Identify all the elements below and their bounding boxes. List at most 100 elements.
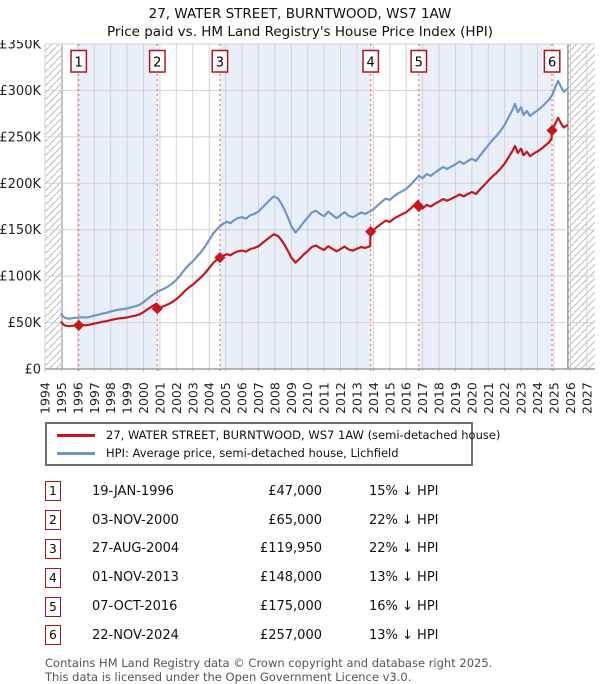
- sale-number-badge: 6: [45, 625, 61, 646]
- sale-number-badge: 4: [45, 567, 61, 588]
- svg-text:1996: 1996: [70, 382, 85, 414]
- y-axis-labels: £0 £50K £100K £150K £200K £250K £300K £350K: [0, 40, 41, 378]
- page-subtitle: Price paid vs. HM Land Registry's House …: [107, 24, 493, 40]
- svg-text:2017: 2017: [415, 382, 430, 414]
- svg-text:£150K: £150K: [0, 223, 41, 238]
- svg-text:2025: 2025: [547, 382, 562, 414]
- svg-text:2021: 2021: [481, 382, 496, 414]
- svg-text:£50K: £50K: [8, 316, 42, 331]
- sale-date: 01-NOV-2013: [92, 570, 179, 586]
- sale-number-box: [410, 49, 428, 73]
- legend-row-price: 27, WATER STREET, BURNTWOOD, WS7 1AW (se…: [57, 426, 500, 444]
- svg-text:2000: 2000: [136, 382, 151, 414]
- svg-text:1994: 1994: [38, 382, 53, 414]
- sale-price: £119,950: [259, 541, 322, 557]
- svg-text:2010: 2010: [300, 382, 315, 414]
- sale-vs-hpi: 13% ↓ HPI: [369, 627, 439, 643]
- svg-text:2005: 2005: [218, 382, 233, 414]
- page-title: 27, WATER STREET, BURNTWOOD, WS7 1AW: [148, 6, 452, 22]
- svg-text:2003: 2003: [185, 382, 200, 414]
- price-paid-line: [60, 116, 569, 328]
- svg-text:£200K: £200K: [0, 177, 41, 192]
- table-row: 2 03-NOV-2000 £65,000 22% ↓ HPI: [45, 506, 600, 535]
- footer-line-2: This data is licensed under the Open Gov…: [45, 669, 412, 684]
- legend-row-hpi: HPI: Average price, semi-detached house,…: [57, 444, 465, 462]
- hpi-line-swatch: [57, 451, 95, 455]
- svg-text:£300K: £300K: [0, 84, 41, 99]
- sale-price: £47,000: [268, 483, 322, 499]
- sale-number-box: [70, 49, 88, 73]
- svg-text:2015: 2015: [382, 382, 397, 414]
- price-line-swatch: [57, 433, 95, 437]
- sale-price: £175,000: [259, 599, 322, 615]
- svg-text:2001: 2001: [152, 382, 167, 414]
- svg-text:2018: 2018: [432, 382, 447, 414]
- hpi-line: [60, 79, 569, 320]
- footer-line-1: Contains HM Land Registry data © Crown c…: [45, 655, 493, 670]
- svg-text:£350K: £350K: [0, 40, 41, 53]
- chart-legend: 27, WATER STREET, BURNTWOOD, WS7 1AW (se…: [45, 422, 500, 466]
- svg-text:1: 1: [75, 56, 83, 71]
- svg-text:4: 4: [367, 56, 375, 71]
- svg-text:2022: 2022: [497, 382, 512, 414]
- svg-text:1997: 1997: [87, 382, 102, 414]
- svg-text:2008: 2008: [267, 382, 282, 414]
- svg-text:2012: 2012: [333, 382, 348, 414]
- svg-text:£0: £0: [24, 363, 41, 378]
- svg-text:2013: 2013: [349, 382, 364, 414]
- sale-number-badge: 5: [45, 596, 61, 617]
- legend-label-price: 27, WATER STREET, BURNTWOOD, WS7 1AW (se…: [106, 428, 501, 442]
- sale-markers: 1 2 3 4 5 6: [70, 44, 561, 372]
- sale-vs-hpi: 16% ↓ HPI: [369, 599, 439, 615]
- svg-text:£250K: £250K: [0, 130, 41, 145]
- svg-text:3: 3: [216, 56, 224, 71]
- svg-text:2011: 2011: [317, 382, 332, 414]
- sale-vs-hpi: 22% ↓ HPI: [369, 541, 439, 557]
- table-row: 4 01-NOV-2013 £148,000 13% ↓ HPI: [45, 563, 600, 592]
- svg-text:6: 6: [548, 56, 556, 71]
- sale-number-box: [362, 49, 380, 73]
- sale-vs-hpi: 13% ↓ HPI: [369, 570, 439, 586]
- svg-text:2026: 2026: [563, 382, 578, 414]
- svg-text:2: 2: [153, 56, 161, 71]
- svg-text:5: 5: [415, 56, 423, 71]
- sale-vs-hpi: 15% ↓ HPI: [369, 483, 439, 499]
- svg-text:2009: 2009: [284, 382, 299, 414]
- table-row: 6 22-NOV-2024 £257,000 13% ↓ HPI: [45, 621, 600, 650]
- svg-text:2027: 2027: [579, 382, 594, 414]
- sale-date: 22-NOV-2024: [92, 627, 179, 643]
- sale-price: £148,000: [259, 570, 322, 586]
- sales-table: 1 19-JAN-1996 £47,000 15% ↓ HPI 2 03-NOV-2000…: [45, 477, 600, 650]
- sale-period-bands: [78, 44, 553, 369]
- svg-text:2006: 2006: [235, 382, 250, 414]
- table-row: 5 07-OCT-2016 £175,000 16% ↓ HPI: [45, 592, 600, 621]
- sale-date: 19-JAN-1996: [92, 483, 174, 499]
- svg-text:2023: 2023: [514, 382, 529, 414]
- sale-number-box: [211, 49, 229, 73]
- svg-text:2024: 2024: [530, 382, 545, 414]
- svg-text:2020: 2020: [464, 382, 479, 414]
- sale-number-box: [148, 49, 166, 73]
- svg-text:1998: 1998: [103, 382, 118, 414]
- no-data-hatch: [45, 44, 595, 369]
- sale-date: 03-NOV-2000: [92, 512, 179, 528]
- sale-date: 27-AUG-2004: [92, 541, 180, 557]
- svg-text:1995: 1995: [54, 382, 69, 414]
- sale-number-badge: 3: [45, 538, 61, 559]
- table-row: 3 27-AUG-2004 £119,950 22% ↓ HPI: [45, 535, 600, 564]
- svg-text:1999: 1999: [120, 382, 135, 414]
- sale-number-badge: 2: [45, 510, 61, 531]
- sale-price: £65,000: [268, 512, 322, 528]
- chart-header: 27, WATER STREET, BURNTWOOD, WS7 1AW Pri…: [0, 0, 600, 40]
- svg-text:2014: 2014: [366, 382, 381, 414]
- svg-text:2004: 2004: [202, 382, 217, 414]
- x-axis-labels: 1994 1995 1996 1997 1998 1999 2000 2001 2002 2003…: [38, 382, 595, 414]
- svg-text:2002: 2002: [169, 382, 184, 414]
- sale-vs-hpi: 22% ↓ HPI: [369, 512, 439, 528]
- sale-number-badge: 1: [45, 481, 61, 502]
- svg-text:2007: 2007: [251, 382, 266, 414]
- sale-number-box: [543, 49, 561, 73]
- sale-price: £257,000: [259, 627, 322, 643]
- svg-text:2019: 2019: [448, 382, 463, 414]
- table-row: 1 19-JAN-1996 £47,000 15% ↓ HPI: [45, 477, 600, 506]
